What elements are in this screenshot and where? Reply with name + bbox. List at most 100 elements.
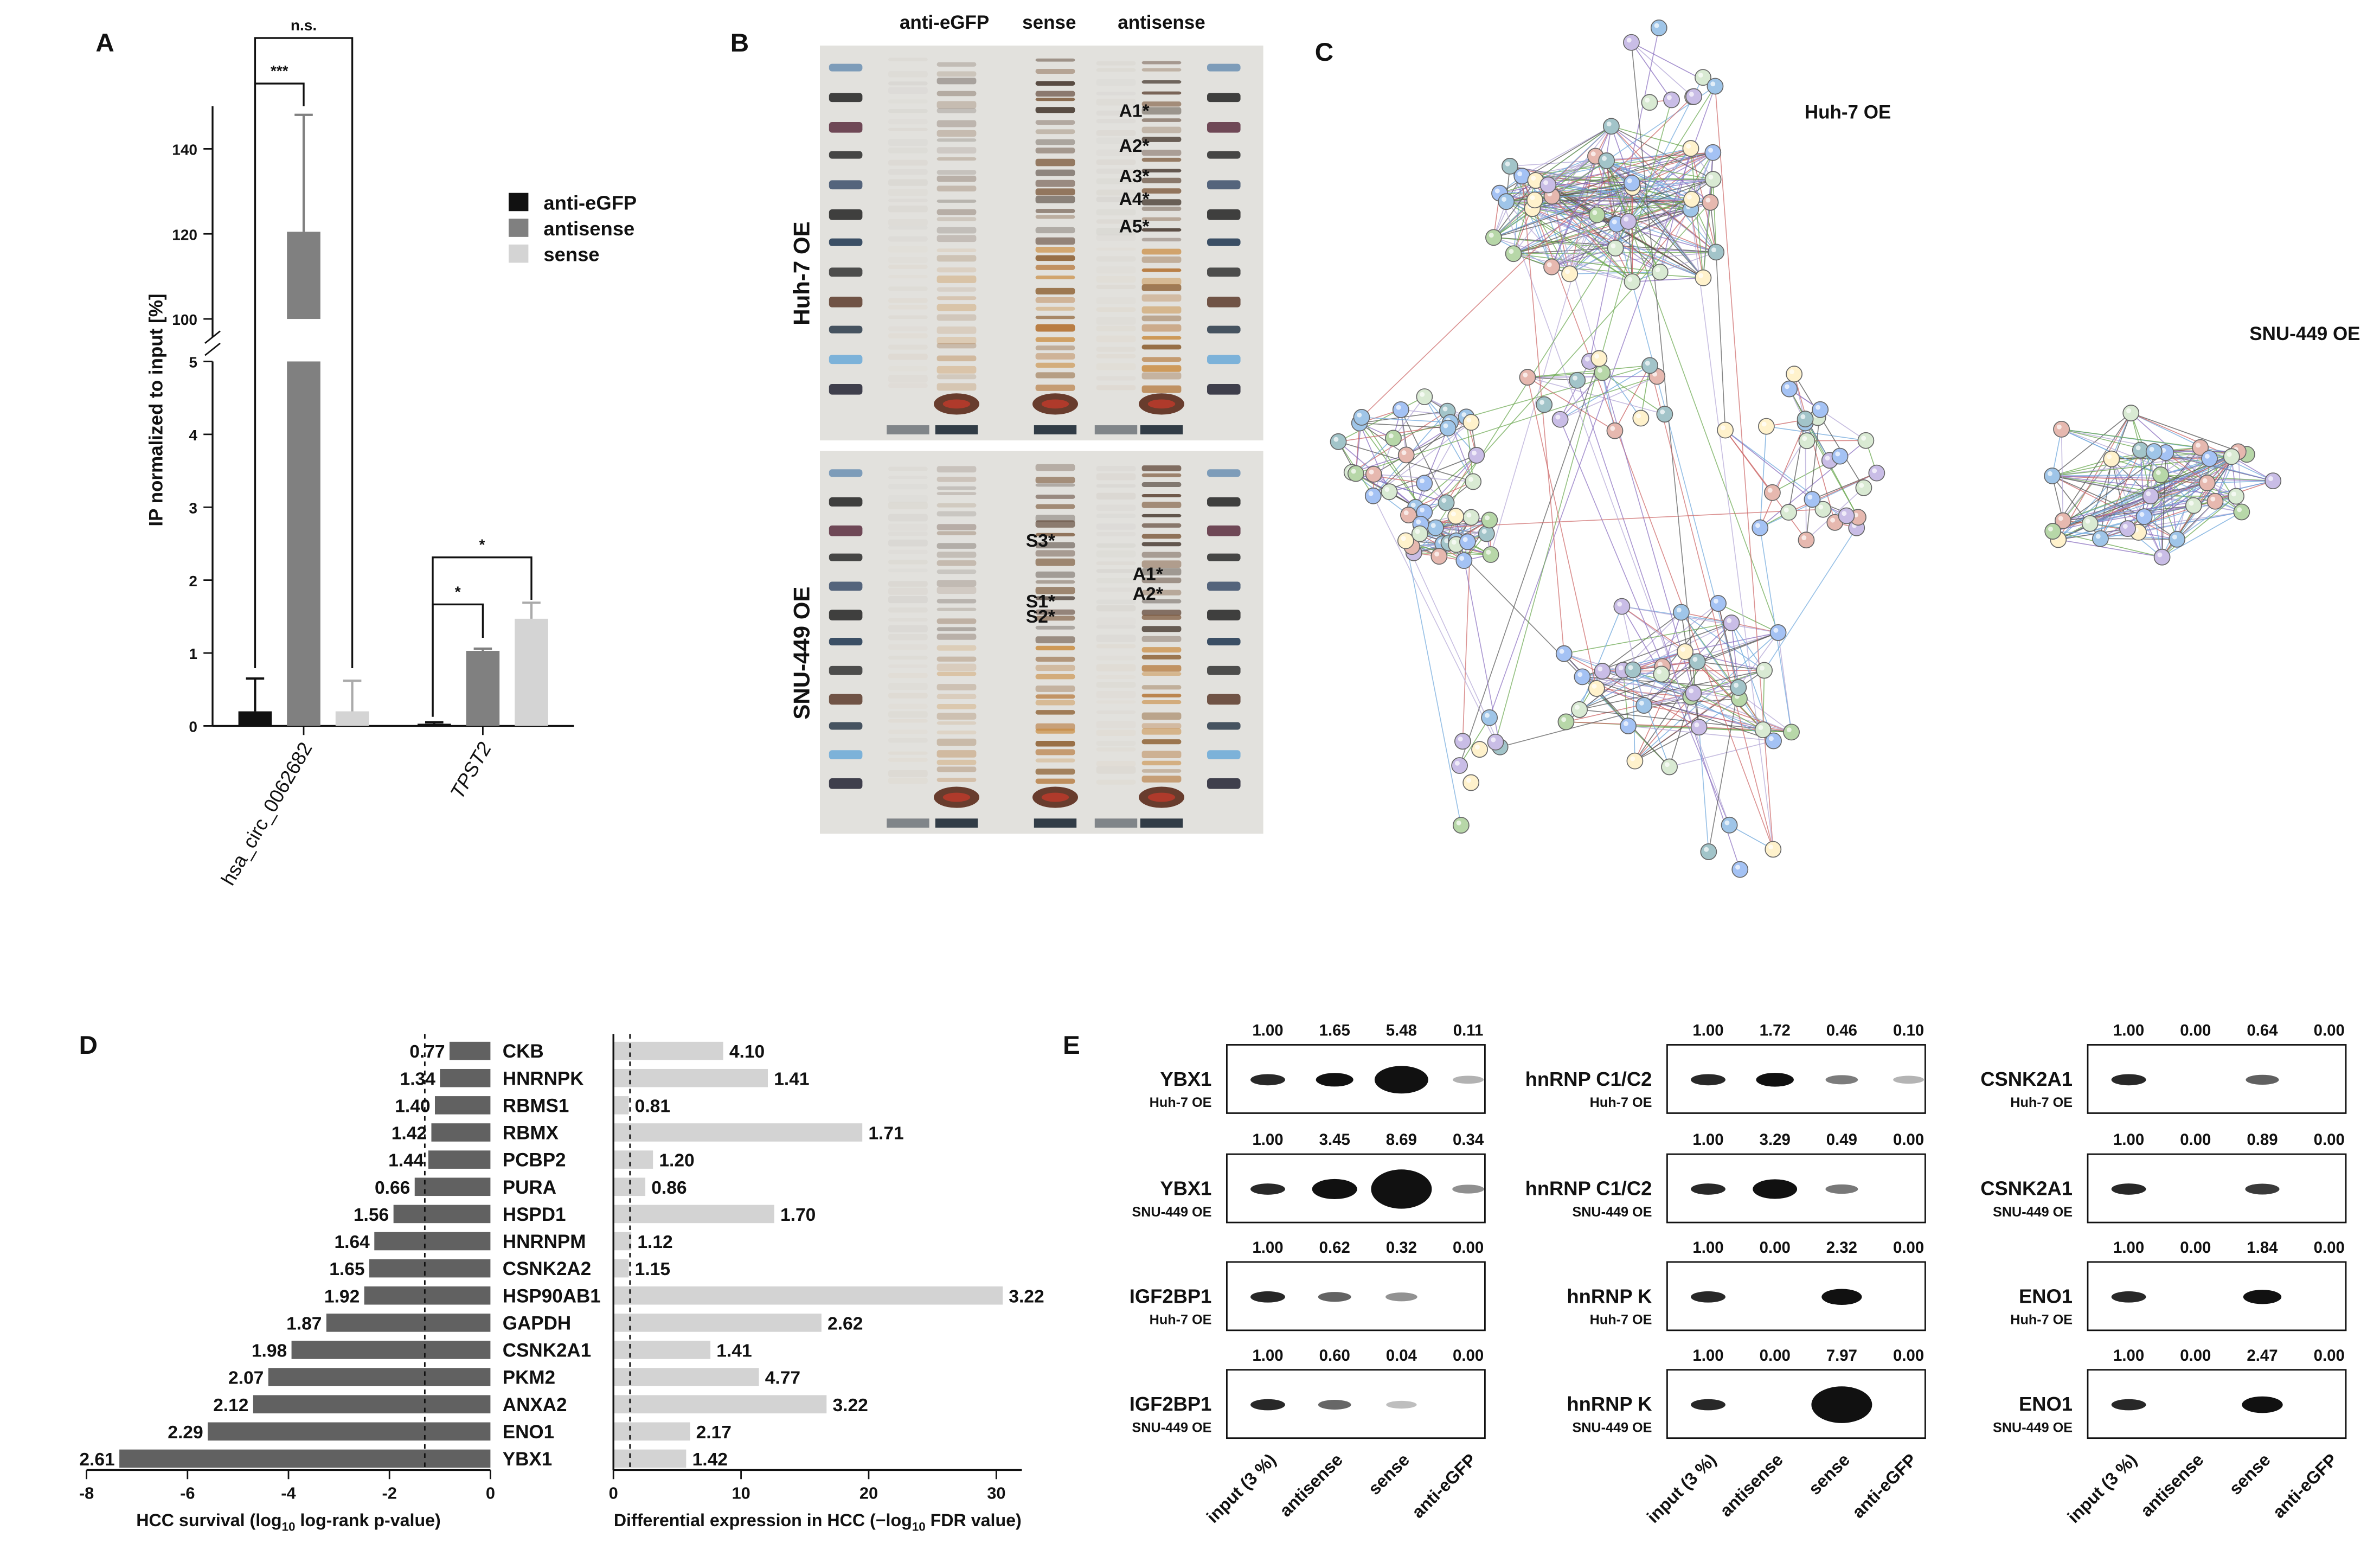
network-node (1707, 78, 1724, 95)
gel-band (1141, 248, 1182, 255)
gel-band (1096, 61, 1136, 66)
node-highlight (2135, 445, 2141, 451)
node-highlight (1830, 517, 1836, 523)
gel-band (1035, 464, 1075, 471)
category-label: CSNK2A2 (503, 1258, 591, 1279)
gel-front (935, 818, 978, 828)
network-node (2153, 548, 2171, 566)
x-axis-label-part: 10 (282, 1520, 296, 1533)
gel-band (1096, 644, 1136, 649)
bar (613, 1205, 774, 1224)
category-label: YBX1 (503, 1449, 552, 1470)
quantification: 1.00 (1692, 1347, 1723, 1365)
node-highlight (2237, 507, 2242, 513)
node-highlight (1708, 148, 1714, 153)
gel-band (888, 298, 928, 303)
gel-band (1141, 636, 1182, 642)
network-node (1519, 369, 1536, 386)
x-tick-label: -8 (79, 1484, 94, 1503)
node-highlight (1735, 865, 1741, 870)
gel-band (1035, 571, 1075, 578)
gel-band (1096, 363, 1136, 370)
bar (431, 1123, 491, 1142)
node-highlight (1441, 498, 1447, 503)
network-edge (1685, 632, 1779, 652)
node-highlight (1842, 511, 1847, 516)
network-node (1505, 245, 1522, 262)
network-edge (2144, 505, 2194, 517)
data-label: 2.62 (827, 1314, 863, 1334)
quantification: 0.00 (2314, 1022, 2345, 1040)
node-highlight (1623, 721, 1628, 726)
network-edge (2052, 530, 2177, 540)
gel-band (936, 235, 977, 242)
marker-band (829, 121, 863, 133)
network-node (2145, 443, 2163, 460)
network-node (1756, 662, 1773, 679)
quantification: 0.62 (1319, 1239, 1350, 1257)
gel-band (936, 466, 977, 473)
network-edge (2161, 511, 2242, 558)
node-highlight (1630, 756, 1635, 761)
network-node (2135, 508, 2153, 526)
blot-frame (2087, 1369, 2347, 1439)
gel-band (1141, 372, 1182, 380)
gel-front (1147, 792, 1176, 802)
node-highlight (1724, 820, 1730, 825)
network-edge (1569, 271, 1660, 274)
network-node (1569, 372, 1586, 389)
gel-band (936, 91, 977, 97)
data-label: 1.87 (286, 1314, 322, 1334)
gel-band (888, 581, 928, 587)
network-edge (1703, 202, 1711, 278)
gel-band (1035, 287, 1075, 294)
bar (613, 1341, 711, 1359)
gel-band (1035, 728, 1075, 734)
cell-line-label: SNU-449 OE (1132, 1420, 1211, 1435)
quantification: 0.00 (2180, 1131, 2211, 1149)
network-node (2228, 488, 2244, 505)
network-edge (2144, 482, 2208, 517)
significance-bracket (432, 556, 533, 717)
gel-front (1034, 425, 1077, 434)
node-highlight (1758, 725, 1763, 730)
node-highlight (1639, 700, 1644, 706)
network-edge (1506, 201, 1570, 274)
data-label: 1.65 (329, 1259, 364, 1279)
network-edge (1718, 603, 1779, 633)
bar (428, 1150, 491, 1169)
marker-band (1207, 778, 1241, 789)
network-edge (2052, 475, 2151, 497)
network-node (2264, 472, 2282, 490)
marker-band (1207, 553, 1241, 561)
gel-band (1096, 523, 1136, 529)
gel-band (1035, 345, 1075, 350)
network-edge (1632, 148, 1691, 188)
gel-band (936, 255, 977, 262)
node-highlight (1601, 156, 1607, 161)
gel-band (1141, 712, 1182, 720)
network-edge (1361, 417, 1425, 513)
network-node (1447, 508, 1465, 525)
gel-front (1094, 425, 1138, 434)
network-edge (1359, 422, 1390, 492)
gel-band (936, 157, 977, 161)
gel-band (1141, 228, 1182, 232)
quantification: 1.65 (1319, 1022, 1350, 1040)
network-edge (1693, 670, 1765, 694)
gel-band (1096, 664, 1136, 671)
bar (613, 1041, 723, 1060)
network-edge (1690, 209, 1774, 850)
gel-band (936, 766, 977, 772)
node-highlight (1636, 413, 1641, 419)
category-label: HSP90AB1 (503, 1285, 601, 1307)
network-edge (1690, 670, 1765, 697)
network-node (2169, 530, 2185, 548)
marker-band (1207, 638, 1241, 646)
gel-band (1035, 353, 1075, 360)
category-label: CKB (503, 1041, 544, 1062)
node-highlight (1539, 400, 1544, 405)
gel-band (1035, 758, 1075, 763)
marker-band (829, 750, 863, 760)
network-edge (1772, 417, 1818, 493)
